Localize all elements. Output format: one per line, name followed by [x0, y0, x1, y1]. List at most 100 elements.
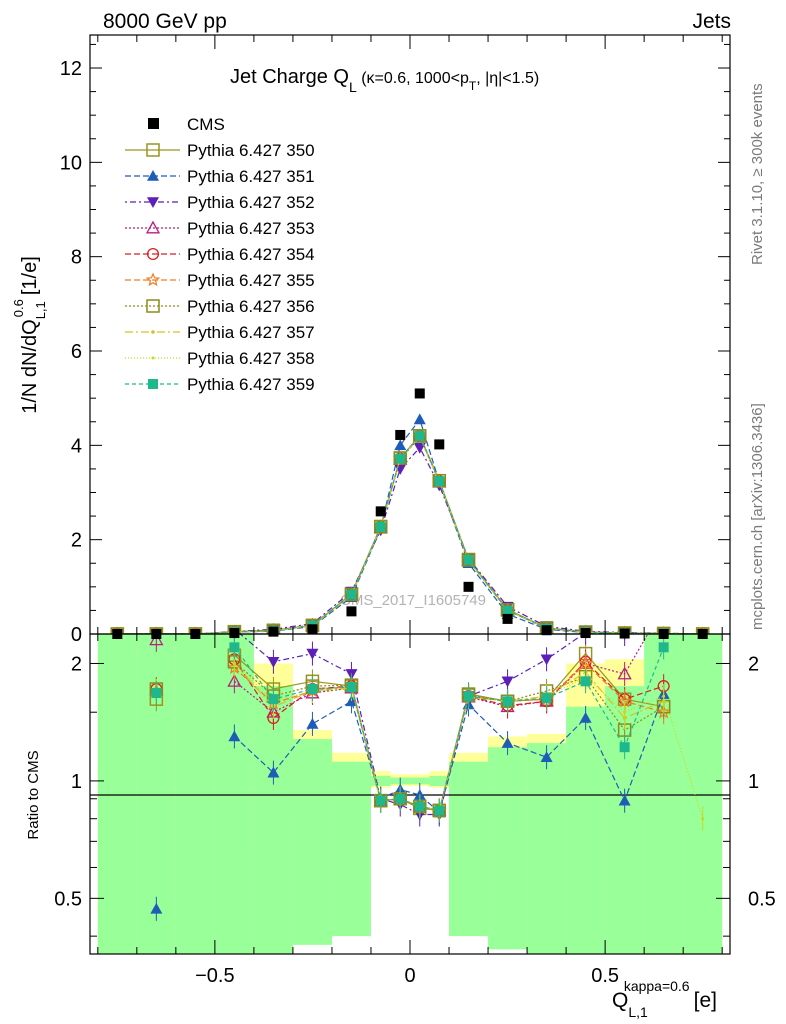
series-359-ratio-point	[463, 691, 474, 702]
series-356-point	[413, 429, 427, 443]
series-359-ratio-point	[502, 696, 513, 707]
series-356-point	[461, 553, 476, 567]
x-axis-title: QL,1kappa=0.6[e]	[612, 978, 717, 1020]
ratio-band-inner	[566, 706, 606, 954]
series-359-ratio-point	[268, 694, 279, 705]
main-y-axis-title: 1/N dN/dQL,10.6[1/e]	[11, 256, 48, 414]
series-356-point	[149, 627, 164, 634]
series-351-ratio-point	[501, 737, 514, 748]
series-356-point	[188, 627, 203, 634]
series-351-ratio-point	[150, 902, 163, 914]
series-351-point	[394, 439, 407, 451]
series-359-ratio-point	[434, 805, 445, 816]
series-356-point	[344, 587, 359, 602]
ratio-band-inner	[253, 686, 293, 954]
ratio-y-axis-title: Ratio to CMS	[25, 750, 42, 839]
ratio-y-tick-label-right: 2	[748, 653, 759, 675]
ratio-band-inner	[292, 739, 332, 945]
series-351-ratio-line	[233, 693, 665, 814]
series-359-ratio-point	[375, 795, 386, 806]
main-y-tick-label: 4	[71, 435, 82, 457]
legend-marker	[145, 220, 161, 234]
header-energy-label: 8000 GeV pp	[103, 10, 227, 33]
legend-label: Pythia 6.427 351	[187, 167, 315, 186]
cms-data-point	[395, 429, 406, 440]
ratio-series-group	[149, 564, 705, 921]
legend-label: Pythia 6.427 357	[187, 323, 315, 342]
legend-marker	[146, 247, 160, 261]
series-351-ratio-point	[228, 730, 241, 742]
legend-label: Pythia 6.427 352	[187, 193, 315, 212]
main-y-tick-label: 8	[71, 247, 82, 269]
series-352-ratio-point	[150, 590, 162, 601]
cms-data-point	[434, 439, 445, 450]
legend-label: Pythia 6.427 356	[187, 297, 315, 316]
ratio-y-tick-label: 1	[71, 771, 82, 793]
ratio-y-tick-label: 2	[71, 653, 82, 675]
series-359-point	[395, 453, 406, 464]
series-351-ratio-point	[540, 751, 553, 763]
ratio-band-inner	[488, 747, 528, 950]
ratio-y-tick-label: 0.5	[54, 888, 82, 910]
series-359-ratio-point	[229, 642, 240, 653]
ratio-band-inner	[683, 634, 723, 954]
series-359-point	[346, 589, 357, 600]
cms-data-point	[414, 388, 425, 399]
main-y-tick-label: 0	[71, 624, 82, 646]
main-y-tick-label: 12	[60, 58, 82, 80]
legend-marker	[147, 170, 159, 181]
series-359-ratio-point	[307, 684, 318, 695]
ratio-band-inner	[527, 743, 567, 954]
series-352-ratio-line	[239, 634, 626, 816]
series-358-line	[117, 435, 703, 634]
series-352-ratio-point	[306, 648, 319, 660]
series-356-point	[393, 451, 407, 465]
x-tick-label: −0.5	[195, 965, 234, 987]
series-359-ratio-point	[658, 642, 669, 653]
series-359-point	[502, 605, 513, 616]
ratio-y-tick-label-right: 0.5	[748, 888, 776, 910]
series-352-ratio-point	[658, 564, 670, 575]
series-359-ratio-point	[395, 793, 406, 804]
series-352-point	[413, 442, 426, 454]
main-plot-frame	[89, 34, 731, 635]
series-353-ratio-point	[149, 634, 164, 646]
cms-data-point	[541, 625, 552, 636]
series-353-ratio-point	[658, 600, 670, 611]
series-353-ratio-point	[227, 673, 242, 687]
ratio-band-inner	[331, 761, 371, 937]
series-359-ratio-point	[541, 693, 552, 704]
main-y-tick-label: 2	[71, 530, 82, 552]
legend-label: Pythia 6.427 359	[187, 375, 315, 394]
series-351-ratio-point	[618, 794, 631, 806]
legend-marker	[145, 272, 161, 287]
ratio-band-inner	[410, 777, 430, 785]
legend: CMS Pythia 6.427 350 Pythia 6.427 351 Pythi…	[125, 115, 315, 394]
series-352-ratio-point	[267, 656, 280, 668]
legend-marker	[148, 379, 158, 389]
legend-marker	[151, 330, 155, 334]
ratio-band-inner	[429, 775, 450, 787]
cms-data-point	[580, 628, 591, 639]
series-358-ratio-point	[232, 661, 236, 665]
mcplots-source-label: mcplots.cern.ch [arXiv:1306.3436]	[749, 403, 766, 630]
ratio-band-inner	[449, 761, 489, 937]
legend-label: Pythia 6.427 353	[187, 219, 315, 238]
series-359-ratio-point	[414, 801, 425, 812]
cms-data-point	[268, 626, 279, 637]
series-358-ratio-point	[662, 694, 666, 698]
main-y-tick-label: 10	[60, 152, 82, 174]
series-352-ratio-point	[540, 654, 553, 666]
ratio-band-inner	[644, 634, 684, 954]
cms-data-point	[375, 506, 386, 517]
series-351-ratio-point	[579, 711, 592, 723]
ratio-uncertainty-bands	[97, 634, 723, 954]
series-359-point	[463, 554, 474, 565]
ratio-band-inner	[175, 634, 215, 954]
series-356-point	[373, 520, 388, 534]
ratio-y-tick-label-right: 1	[748, 771, 759, 793]
legend-label: Pythia 6.427 350	[187, 141, 315, 160]
legend-label: Pythia 6.427 354	[187, 245, 315, 264]
series-359-ratio-point	[346, 682, 357, 693]
